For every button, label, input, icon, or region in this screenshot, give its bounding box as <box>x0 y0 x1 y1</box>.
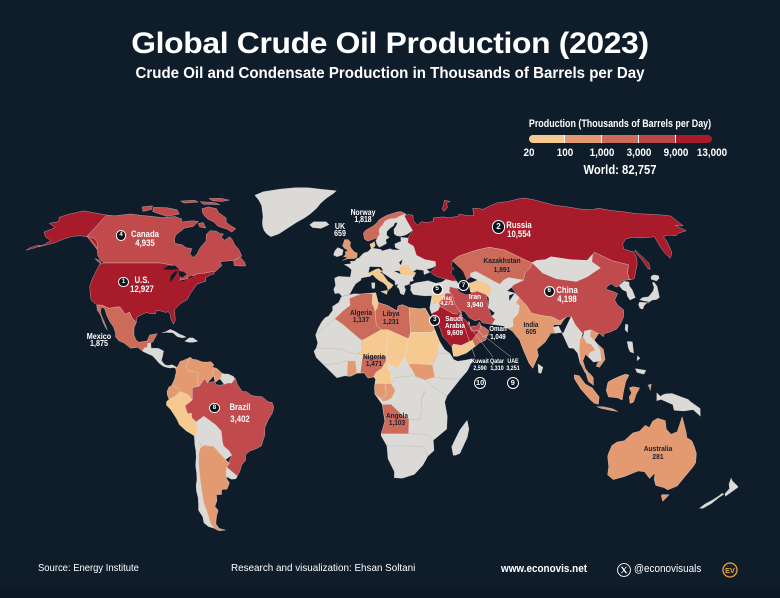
svg-text:EV: EV <box>725 566 735 575</box>
